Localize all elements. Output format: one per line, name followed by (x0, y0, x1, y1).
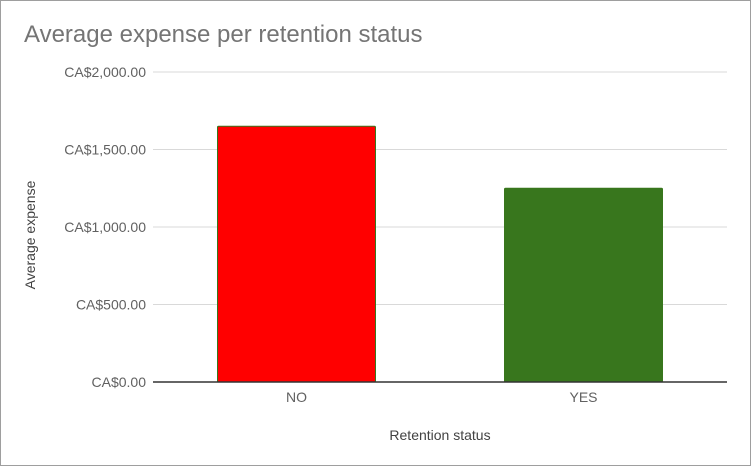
y-tick-label: CA$2,000.00 (64, 64, 146, 80)
x-tick-label: NO (286, 389, 307, 405)
y-tick-labels: CA$0.00 CA$500.00 CA$1,000.00 CA$1,500.00 CA… (64, 64, 146, 390)
y-axis-label: Average expense (22, 180, 38, 289)
bar-no (217, 125, 376, 383)
x-tick-labels: NO YES (286, 389, 598, 405)
chart-title: Average expense per retention status (24, 21, 423, 48)
y-tick-label: CA$1,000.00 (64, 219, 146, 235)
y-tick-label: CA$0.00 (92, 374, 147, 390)
x-tick-label: YES (569, 389, 597, 405)
y-tick-label: CA$1,500.00 (64, 142, 146, 158)
bars (217, 125, 663, 383)
x-axis-label: Retention status (389, 427, 490, 443)
bar-yes (504, 187, 663, 383)
y-tick-label: CA$500.00 (76, 297, 146, 313)
